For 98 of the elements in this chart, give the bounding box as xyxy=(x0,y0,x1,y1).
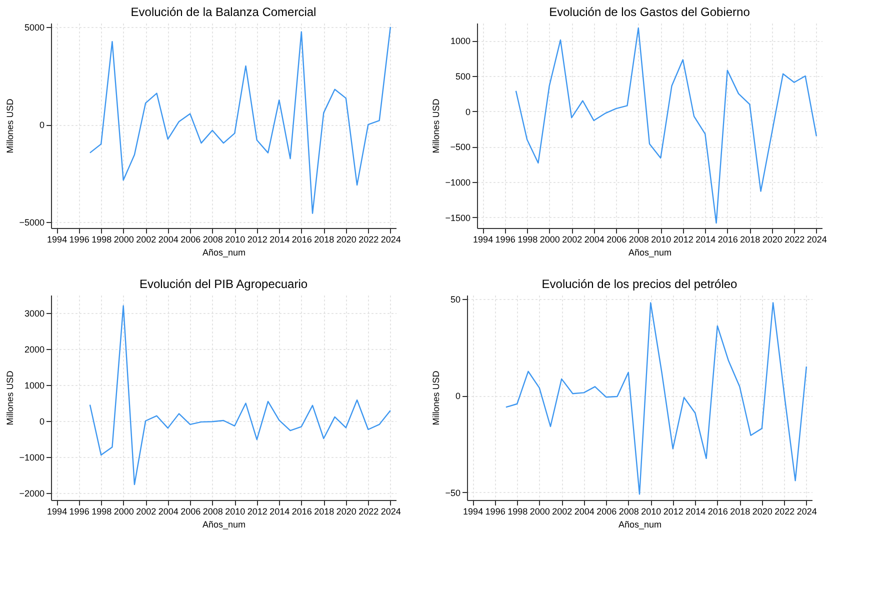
x-tick-label: 2010 xyxy=(225,234,246,244)
y-axis-title: Millones USD xyxy=(5,98,16,154)
x-tick-label: 2008 xyxy=(618,506,639,516)
x-axis-title: Años_num xyxy=(628,248,672,258)
y-tick-label: 500 xyxy=(455,72,470,82)
y-tick-label: 0 xyxy=(465,106,470,117)
x-tick-label: 2002 xyxy=(136,234,156,244)
x-tick-label: 2014 xyxy=(686,506,706,516)
y-axis-title: Millones USD xyxy=(431,370,442,426)
x-tick-label: 2016 xyxy=(718,234,738,244)
chart-title: Evolución de los Gastos del Gobierno xyxy=(549,5,750,19)
x-tick-label: 2020 xyxy=(336,234,356,244)
x-tick-label: 2010 xyxy=(651,234,672,244)
x-tick-label: 2004 xyxy=(158,234,178,244)
x-tick-label: 2000 xyxy=(540,234,560,244)
x-tick-label: 2014 xyxy=(696,234,716,244)
y-tick-label: 1000 xyxy=(24,380,44,390)
x-tick-label: 2018 xyxy=(730,506,750,516)
x-tick-label: 2024 xyxy=(380,506,401,516)
line-series xyxy=(515,27,818,224)
y-tick-label: −50 xyxy=(445,488,460,498)
x-axis-title: Años_num xyxy=(618,520,662,530)
y-tick-label: 1000 xyxy=(450,36,470,46)
y-tick-label: −1000 xyxy=(19,452,44,462)
x-tick-label: 2022 xyxy=(784,234,805,244)
x-tick-label: 1996 xyxy=(69,506,90,516)
x-tick-label: 2010 xyxy=(641,506,662,516)
x-tick-label: 2010 xyxy=(225,506,246,516)
x-tick-label: 2002 xyxy=(552,506,572,516)
x-tick-label: 2020 xyxy=(762,234,782,244)
line-series xyxy=(89,305,392,486)
x-tick-label: 2014 xyxy=(270,506,290,516)
y-axis-title: Millones USD xyxy=(431,98,442,154)
x-tick-label: 2006 xyxy=(180,506,201,516)
y-tick-label: −2000 xyxy=(19,488,44,498)
x-tick-label: 2008 xyxy=(202,506,223,516)
x-tick-label: 2018 xyxy=(314,506,334,516)
x-tick-label: 2018 xyxy=(314,234,334,244)
x-tick-label: 1994 xyxy=(473,234,494,244)
x-tick-label: 2012 xyxy=(673,234,694,244)
x-tick-label: 2006 xyxy=(596,506,617,516)
x-tick-label: 2012 xyxy=(247,234,268,244)
x-tick-label: 2012 xyxy=(663,506,684,516)
x-tick-label: 1996 xyxy=(495,234,516,244)
y-tick-label: 3000 xyxy=(24,308,44,318)
x-tick-label: 1996 xyxy=(69,234,90,244)
x-tick-label: 2024 xyxy=(380,234,401,244)
x-tick-label: 2000 xyxy=(114,234,134,244)
x-tick-label: 2008 xyxy=(628,234,649,244)
x-tick-label: 2020 xyxy=(752,506,772,516)
x-tick-label: 1998 xyxy=(508,506,528,516)
x-tick-label: 2006 xyxy=(606,234,627,244)
y-tick-label: 5000 xyxy=(24,22,44,32)
x-tick-label: 1998 xyxy=(92,506,112,516)
x-tick-label: 2016 xyxy=(292,234,312,244)
x-tick-label: 2022 xyxy=(358,234,379,244)
x-axis-title: Años_num xyxy=(202,248,246,258)
y-tick-label: 50 xyxy=(450,294,460,304)
y-tick-label: 0 xyxy=(39,416,44,426)
x-tick-label: 2004 xyxy=(158,506,178,516)
x-tick-label: 2014 xyxy=(270,234,290,244)
y-tick-label: 0 xyxy=(39,120,44,130)
x-tick-label: 2002 xyxy=(562,234,582,244)
x-tick-label: 1994 xyxy=(47,506,68,516)
x-tick-label: 2022 xyxy=(774,506,795,516)
x-tick-label: 2018 xyxy=(740,234,760,244)
x-tick-label: 2008 xyxy=(202,234,223,244)
chart-title: Evolución del PIB Agropecuario xyxy=(139,277,308,291)
y-tick-label: −1500 xyxy=(445,212,470,223)
x-tick-label: 2000 xyxy=(530,506,550,516)
x-tick-label: 2016 xyxy=(708,506,728,516)
y-axis-title: Millones USD xyxy=(5,370,16,426)
x-axis-title: Años_num xyxy=(202,520,246,530)
chart-title: Evolución de los precios del petróleo xyxy=(542,276,738,291)
x-tick-label: 1994 xyxy=(47,234,68,244)
x-tick-label: 2022 xyxy=(358,506,379,516)
x-tick-label: 1998 xyxy=(92,234,112,244)
line-series xyxy=(505,302,808,495)
x-tick-label: 2024 xyxy=(806,234,827,244)
chart-title: Evolución de la Balanza Comercial xyxy=(130,4,316,19)
y-tick-label: −1000 xyxy=(445,178,470,188)
x-tick-label: 2012 xyxy=(247,506,268,516)
y-tick-label: −500 xyxy=(450,142,470,152)
y-tick-label: 0 xyxy=(455,391,460,402)
line-series xyxy=(89,26,392,214)
x-tick-label: 2004 xyxy=(584,234,604,244)
x-tick-label: 2002 xyxy=(136,506,156,516)
y-tick-label: 2000 xyxy=(24,344,44,354)
y-tick-label: −5000 xyxy=(19,218,44,228)
x-tick-label: 1998 xyxy=(518,234,538,244)
x-tick-label: 2020 xyxy=(336,506,356,516)
x-tick-label: 1996 xyxy=(485,506,506,516)
x-tick-label: 2006 xyxy=(180,234,201,244)
x-tick-label: 2016 xyxy=(292,506,312,516)
x-tick-label: 2004 xyxy=(574,506,594,516)
x-tick-label: 2024 xyxy=(796,506,817,516)
x-tick-label: 1994 xyxy=(463,506,484,516)
x-tick-label: 2000 xyxy=(114,506,134,516)
